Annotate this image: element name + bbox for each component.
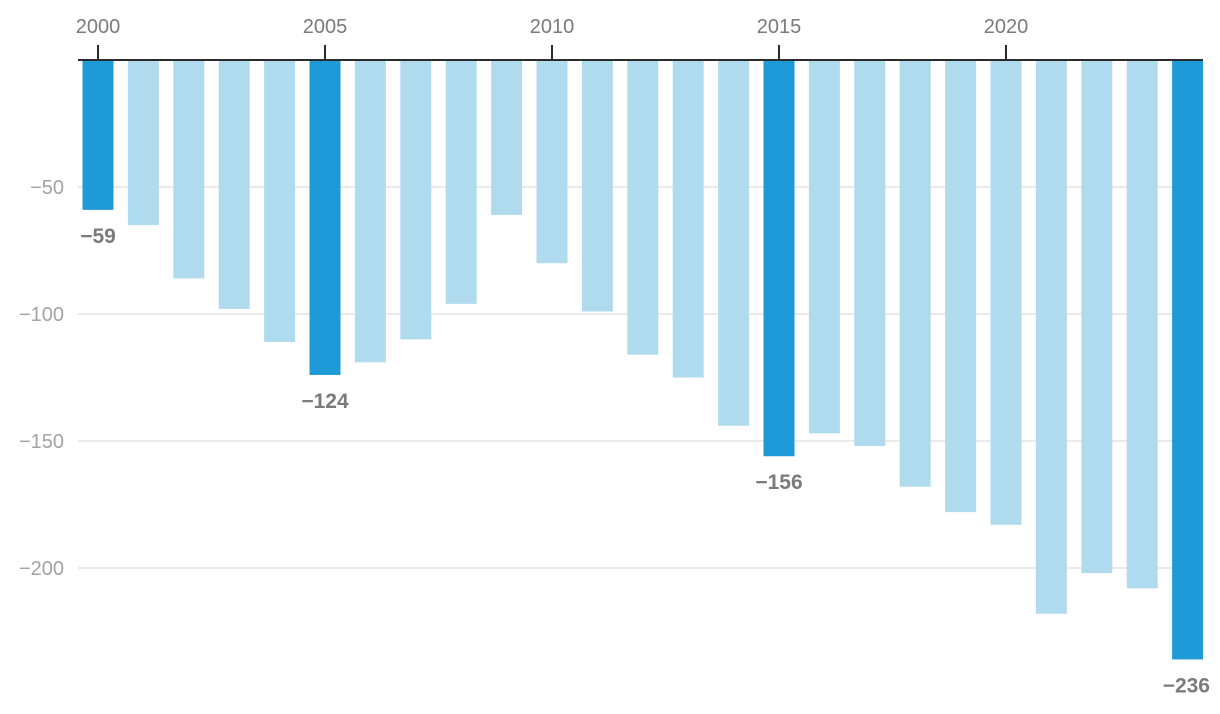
bar-2017 (854, 60, 886, 447)
bar-2009 (491, 60, 523, 215)
bar-2015 (763, 60, 795, 457)
bar-2016 (808, 60, 840, 434)
bar-2024 (1172, 60, 1204, 660)
x-tick-label: 2020 (984, 16, 1029, 38)
bar-2023 (1126, 60, 1158, 589)
x-axis-tick-labels: 2000 2005 2010 2015 2020 (76, 16, 1029, 38)
x-tick-label: 2015 (757, 16, 802, 38)
bar-2003 (218, 60, 250, 309)
y-tick-label: −50 (30, 177, 64, 199)
bar-2021 (1035, 60, 1067, 614)
y-tick-label: −200 (19, 558, 64, 580)
bar-2014 (718, 60, 750, 426)
bar-2000 (82, 60, 114, 210)
x-tick-label: 2010 (530, 16, 575, 38)
bar-2005 (309, 60, 341, 375)
x-tick-label: 2000 (76, 16, 121, 38)
bar-2012 (627, 60, 659, 355)
y-tick-label: −100 (19, 304, 64, 326)
data-label-2000: −59 (80, 225, 116, 248)
bar-2018 (899, 60, 931, 487)
bar-2013 (672, 60, 704, 378)
x-tick-label: 2005 (303, 16, 348, 38)
data-labels: −59 −124 −156 −236 (80, 225, 1210, 698)
bar-2004 (264, 60, 296, 342)
bar-2002 (173, 60, 205, 279)
data-label-2015: −156 (755, 471, 802, 494)
data-label-2024: −236 (1163, 674, 1210, 697)
bar-2020 (990, 60, 1022, 525)
data-label-2005: −124 (301, 390, 349, 413)
bar-2019 (945, 60, 977, 513)
bar-2022 (1081, 60, 1113, 574)
bar-2007 (400, 60, 432, 340)
x-axis (78, 45, 1203, 61)
y-axis-tick-labels: −50 −100 −150 −200 (19, 177, 64, 580)
bar-2008 (445, 60, 477, 304)
bar-2011 (581, 60, 613, 312)
y-tick-label: −150 (19, 431, 64, 453)
bar-2006 (354, 60, 386, 363)
bars (82, 60, 1204, 660)
bar-2010 (536, 60, 568, 264)
bar-2001 (127, 60, 159, 226)
